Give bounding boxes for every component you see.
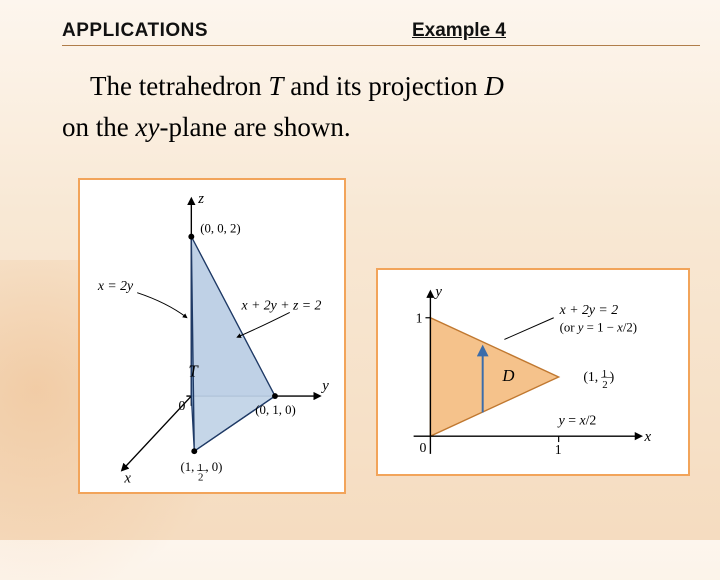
point-010: (0, 1, 0) <box>255 403 295 417</box>
point-1half0: (1, 1—2, 0) <box>181 460 223 484</box>
region-d-svg: y x 1 0 1 x + 2y = 2 (or y = 1 − x/2) y … <box>386 276 680 470</box>
eq-top-alt: (or y = 1 − x/2) <box>560 321 637 335</box>
xtick-1: 1 <box>555 442 562 457</box>
body-T: T <box>268 71 283 101</box>
body-D: D <box>484 71 504 101</box>
figure-tetrahedron: z y x (0, 0, 2) (0, 1, 0) (1, 1—2, 0) x … <box>78 178 346 494</box>
figure-region-d: y x 1 0 1 x + 2y = 2 (or y = 1 − x/2) y … <box>376 268 690 476</box>
xtick-0: 0 <box>420 440 427 455</box>
label-D: D <box>501 366 514 385</box>
body-line2-a: on the <box>62 112 136 142</box>
example-label: Example 4 <box>412 20 506 42</box>
body-line1-b: and its projection <box>283 71 484 101</box>
axis-x-label-r: x <box>643 429 651 445</box>
tetrahedron-svg: z y x (0, 0, 2) (0, 1, 0) (1, 1—2, 0) x … <box>88 186 336 488</box>
point-002: (0, 0, 2) <box>200 222 240 236</box>
section-title: APPLICATIONS <box>62 20 208 42</box>
axis-x-label: x <box>123 471 131 487</box>
eq-x2y: x = 2y <box>97 278 134 293</box>
body-text: The tetrahedron T and its projection D o… <box>62 66 690 147</box>
body-xy: xy <box>136 112 160 142</box>
apex-point: (1, 1—2) <box>583 368 614 391</box>
ytick-1: 1 <box>416 311 423 326</box>
origin-0: 0 <box>179 398 186 413</box>
axis-y-label-r: y <box>433 284 442 300</box>
axis-y-label: y <box>320 378 329 394</box>
axis-z-label: z <box>197 191 204 207</box>
eq-bot: y = x/2 <box>557 412 597 427</box>
body-line1-a: The tetrahedron <box>90 71 268 101</box>
eq-top: x + 2y = 2 <box>559 302 619 317</box>
eq-plane: x + 2y + z = 2 <box>241 297 322 312</box>
header-bar: APPLICATIONS Example 4 <box>62 16 700 46</box>
body-line2-b: -plane are shown. <box>159 112 350 142</box>
